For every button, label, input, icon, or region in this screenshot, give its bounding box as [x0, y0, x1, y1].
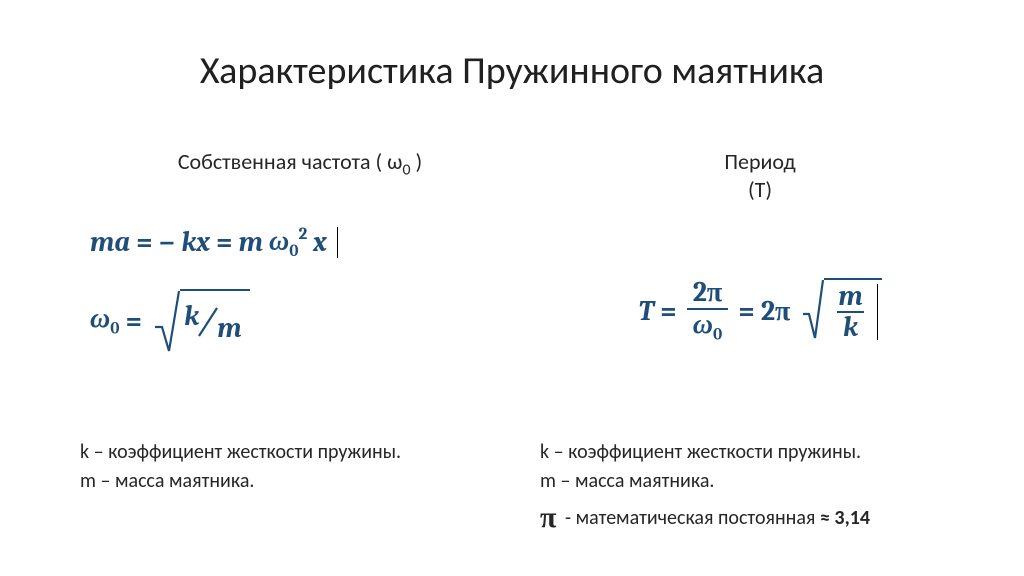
- right-equations: T = 2π ω0 = 2π m k: [540, 221, 980, 401]
- eq2-m: m: [217, 312, 241, 344]
- eqT-frac1: 2π ω0: [687, 278, 729, 343]
- eq1-m: m: [239, 226, 263, 258]
- slide-title: Характеристика Пружинного маятника: [0, 48, 1024, 94]
- legend-right: k – коэффициент жесткости пружины. m – м…: [540, 438, 1000, 540]
- legend-m: m – масса маятника.: [540, 467, 1000, 496]
- equals-icon: =: [216, 226, 233, 258]
- left-heading: Собственная частота ( ω0 ): [80, 148, 520, 180]
- legend-k: k – коэффициент жесткости пружины.: [540, 438, 1000, 467]
- slide: Характеристика Пружинного маятника Собст…: [0, 0, 1024, 576]
- left-equations: ma = − kx = m ω02 x ω0 =: [80, 198, 520, 378]
- eq1-ma: ma: [90, 226, 130, 258]
- eq1-kx: kx: [181, 226, 210, 258]
- legend-pi: π - математическая постоянная ≈ 3,14: [540, 496, 1000, 540]
- equation-period: T = 2π ω0 = 2π m k: [638, 278, 882, 345]
- slash-icon: [197, 306, 219, 338]
- eqT-T: T: [638, 295, 654, 327]
- eq1-omega: ω02: [269, 224, 307, 261]
- legend-pi-text: - математическая постоянная: [560, 506, 820, 530]
- right-column: Период (Т) T = 2π ω0 = 2π: [540, 148, 980, 401]
- equals-icon: =: [126, 305, 143, 337]
- equals-icon: =: [660, 295, 677, 327]
- right-heading-line1: Период: [724, 148, 795, 175]
- minus-icon: −: [159, 226, 176, 258]
- equals-icon: =: [136, 226, 153, 258]
- left-column: Собственная частота ( ω0 ) ma = − kx = m…: [80, 148, 520, 378]
- pi-icon: π: [540, 496, 556, 540]
- eqT-k: k: [837, 311, 864, 342]
- eq2-omega: ω0: [90, 302, 120, 339]
- sqrt-icon: k m: [154, 289, 250, 353]
- sqrt-icon: m k: [802, 278, 881, 345]
- right-heading: Период (Т): [540, 148, 980, 203]
- eq2-radicand: k m: [180, 289, 250, 353]
- equals-icon: =: [738, 295, 755, 327]
- legend-pi-value: ≈ 3,14: [820, 506, 870, 530]
- equation-ma: ma = − kx = m ω02 x: [90, 224, 338, 261]
- text-cursor-icon: [877, 284, 878, 341]
- right-heading-line2: (Т): [748, 176, 772, 203]
- eq2-ratio: k m: [184, 306, 242, 338]
- legend-m: m – масса маятника.: [80, 467, 520, 496]
- equation-omega0: ω0 = k m: [90, 289, 250, 353]
- eqT-omega0-den: ω0: [687, 308, 729, 344]
- eqT-2pi-num: 2π: [687, 278, 729, 307]
- eqT-m: m: [832, 282, 868, 311]
- eq1-x: x: [313, 226, 327, 258]
- eq2-k: k: [184, 300, 199, 332]
- eqT-2pi: 2π: [761, 295, 791, 328]
- legend-left: k – коэффициент жесткости пружины. m – м…: [80, 438, 520, 496]
- left-heading-sub: 0: [403, 160, 411, 179]
- eqT-frac2: m k: [832, 282, 868, 343]
- text-cursor-icon: [337, 227, 338, 258]
- legend-k: k – коэффициент жесткости пружины.: [80, 438, 520, 467]
- eqT-radicand: m k: [824, 278, 881, 345]
- left-heading-suffix: ): [411, 148, 423, 175]
- left-heading-prefix: Собственная частота ( ω: [178, 148, 403, 175]
